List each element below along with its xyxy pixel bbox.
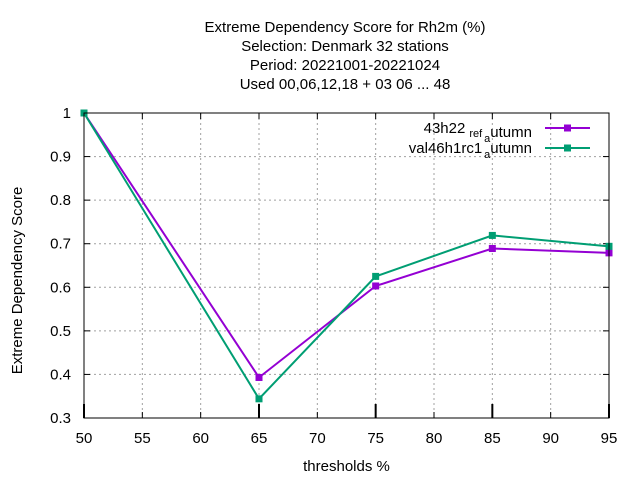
data-point — [372, 272, 380, 280]
chart-title: Extreme Dependency Score for Rh2m (%) Sel… — [205, 19, 486, 93]
data-point — [255, 395, 263, 403]
title-line-2: Selection: Denmark 32 stations — [241, 38, 449, 55]
y-tick-label: 0.5 — [50, 323, 71, 340]
x-axis-label: thresholds % — [303, 458, 390, 475]
y-tick-label: 0.6 — [50, 279, 71, 296]
legend-marker-2 — [564, 144, 571, 152]
plot-frame — [83, 112, 610, 419]
series-2 — [80, 109, 613, 403]
x-tick-label: 95 — [601, 430, 618, 447]
x-tick-label: 65 — [251, 430, 268, 447]
y-tick-label: 0.8 — [50, 192, 71, 209]
title-line-1: Extreme Dependency Score for Rh2m (%) — [205, 19, 486, 36]
series-1 — [80, 109, 613, 381]
data-series — [80, 109, 613, 403]
y-tick-label: 1 — [63, 105, 71, 122]
x-tick-label: 50 — [76, 430, 93, 447]
data-point — [255, 373, 263, 381]
data-point — [372, 282, 380, 290]
x-tick-label: 85 — [484, 430, 501, 447]
data-point — [488, 231, 496, 239]
y-tick-label: 0.3 — [50, 410, 71, 427]
grid-lines — [84, 113, 609, 418]
y-tick-labels: 0.3 0.4 0.5 0.6 0.7 0.8 0.9 1 — [50, 105, 71, 427]
axis-ticks — [83, 112, 610, 419]
x-tick-labels: 50 55 60 65 70 75 80 85 90 95 — [76, 430, 618, 447]
data-point — [488, 245, 496, 253]
x-tick-label: 90 — [542, 430, 559, 447]
y-tick-label: 0.7 — [50, 236, 71, 253]
legend-marker-1 — [564, 124, 571, 132]
y-tick-label: 0.4 — [50, 366, 71, 383]
x-tick-label: 70 — [309, 430, 326, 447]
y-axis-label: Extreme Dependency Score — [9, 187, 26, 375]
legend-label-1: 43h22 ref autumn — [424, 120, 532, 145]
title-line-4: Used 00,06,12,18 + 03 06 ... 48 — [240, 76, 451, 93]
title-line-3: Period: 20221001-20221024 — [250, 57, 440, 74]
x-tick-label: 80 — [426, 430, 443, 447]
y-tick-label: 0.9 — [50, 149, 71, 166]
x-tick-label: 75 — [367, 430, 384, 447]
x-tick-label: 60 — [192, 430, 209, 447]
legend-label-2: val46h1rc1 autumn — [409, 140, 532, 161]
x-tick-label: 55 — [134, 430, 151, 447]
